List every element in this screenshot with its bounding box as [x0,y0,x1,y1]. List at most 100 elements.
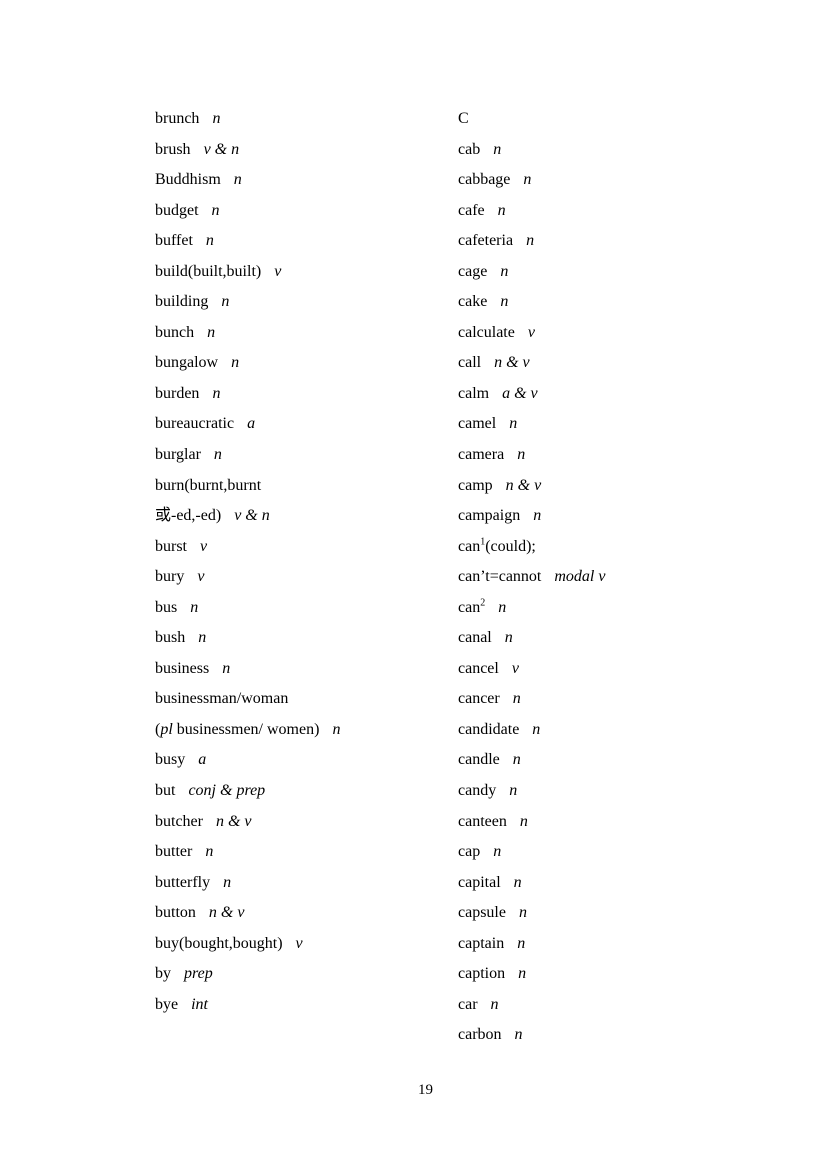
pos-tag: n [332,720,341,738]
word-entry: cage n [458,257,748,288]
pos-tag: a [198,751,207,769]
pos-tag: prep [184,965,213,983]
pos-tag: modal v [554,568,606,586]
word-entry: bunch n [155,318,445,349]
pos-tag: n [514,1026,523,1044]
word-text: captain [458,934,505,952]
pos-tag: v & n [234,507,270,525]
word-entry: building n [155,287,445,318]
word-entry: Buddhism n [155,165,445,196]
word-text: button [155,904,196,922]
word-text: cafe [458,201,485,219]
pos-tag: v [295,934,303,952]
word-text: capital [458,873,501,891]
pos-tag: n [509,782,518,800]
pos-tag: n [532,720,541,738]
word-entry: candidate n [458,715,748,746]
word-text: bunch [155,323,195,341]
pos-tag: n [205,843,214,861]
word-entry: buffet n [155,226,445,257]
pos-tag: n [231,354,240,372]
word-text: bye [155,995,179,1013]
pos-tag: n [233,171,242,189]
pos-tag: n [190,598,199,616]
pos-tag: n [533,507,542,525]
pos-tag: a & v [502,384,538,402]
word-text: camp [458,476,493,494]
word-entry: burst v [155,532,445,563]
word-text: bureaucratic [155,415,235,433]
page-number: 19 [418,1082,433,1098]
pos-tag: n & v [215,812,252,830]
word-text: cap [458,843,481,861]
word-entry: cancel v [458,654,748,685]
pos-tag: n [211,201,220,219]
word-entry: burden n [155,379,445,410]
word-entry: captain n [458,929,748,960]
pos-tag: v [200,537,208,555]
word-entry: cab n [458,135,748,166]
word-entry: carbon n [458,1020,748,1051]
word-entry: bus n [155,593,445,624]
word-entry: by prep [155,959,445,990]
pos-tag: n [523,171,532,189]
word-entry: cake n [458,287,748,318]
word-text: cancel [458,659,499,677]
pos-tag: n [517,446,526,464]
word-text: businessmen/ women) [172,720,320,738]
pos-tag: n [493,140,502,158]
word-entry: call n & v [458,348,748,379]
pos-tag: n [222,659,231,677]
word-text: burden [155,384,200,402]
pos-tag: n [504,629,513,647]
word-entry: can’t=cannot modal v [458,562,748,593]
word-text: candy [458,782,497,800]
word-entry: busy a [155,745,445,776]
word-entry: butter n [155,837,445,868]
superscript: 1 [480,536,486,548]
word-text: cab [458,140,481,158]
word-entry: business n [155,654,445,685]
word-entry: capsule n [458,898,748,929]
pos-tag: n [212,384,221,402]
pos-tag: n [513,873,522,891]
word-text: build(built,built) [155,262,262,280]
pos-tag: n & v [208,904,245,922]
word-entry: camp n & v [458,471,748,502]
word-entry: cabbage n [458,165,748,196]
word-entry: cafe n [458,196,748,227]
word-text: brush [155,140,191,158]
word-text: butter [155,843,193,861]
pos-tag: n [223,873,232,891]
word-text: camera [458,446,505,464]
word-text: 或-ed,-ed) [155,507,222,525]
word-entry: 或-ed,-ed) v & n [155,501,445,532]
pos-tag: n [509,415,518,433]
word-entry: brunch n [155,104,445,135]
word-entry: burn(burnt,burnt [155,471,445,502]
word-text: cabbage [458,171,511,189]
word-entry: butcher n & v [155,807,445,838]
pos-tag: pl [160,720,173,738]
word-text: C [458,110,469,127]
word-entry: but conj & prep [155,776,445,807]
word-entry: (pl businessmen/ women) n [155,715,445,746]
word-text: buffet [155,232,193,250]
pos-tag: n [512,751,521,769]
pos-tag: n [490,995,499,1013]
pos-tag: n [517,934,526,952]
word-text: brunch [155,110,200,127]
pos-tag: int [191,995,208,1013]
word-text: call [458,354,482,372]
pos-tag: n [519,812,528,830]
word-entry: button n & v [155,898,445,929]
word-text: buy(bought,bought) [155,934,283,952]
word-entry: can1(could); [458,532,748,563]
word-entry: businessman/woman [155,684,445,715]
word-entry: bye int [155,990,445,1021]
word-entry: capital n [458,868,748,899]
word-entry: burglar n [155,440,445,471]
word-text: candidate [458,720,520,738]
word-text: car [458,995,478,1013]
word-text: canal [458,629,492,647]
